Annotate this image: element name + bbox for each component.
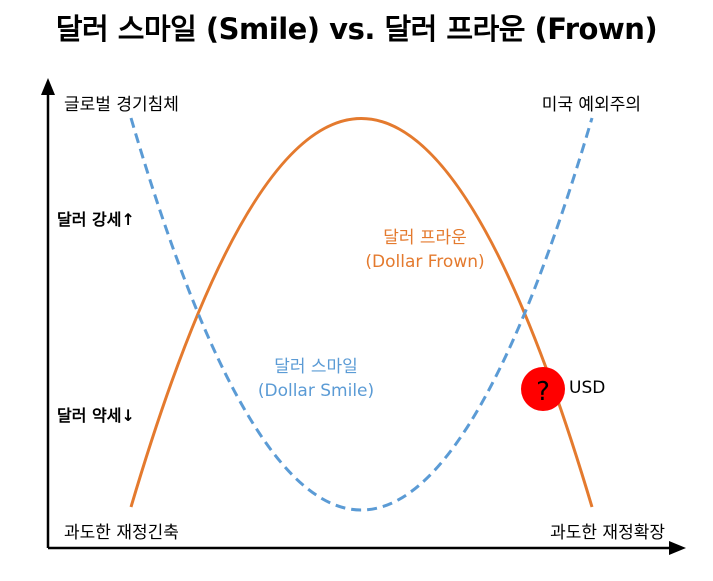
label-excessive-austerity: 과도한 재정긴축 [64, 523, 179, 543]
usd-marker [521, 367, 565, 411]
smile-label-name: 달러 스마일 [274, 357, 358, 377]
label-dollar-strong: 달러 강세↑ [57, 210, 135, 229]
dollar-smile-curve [129, 117, 594, 512]
usd-marker-symbol: ? [536, 377, 550, 407]
usd-label: USD [569, 378, 606, 398]
label-dollar-weak: 달러 약세↓ [57, 406, 135, 425]
x-axis-arrow [669, 541, 686, 555]
frown-label: 달러 프라운 (Dollar Frown) [335, 226, 515, 274]
label-global-recession: 글로벌 경기침체 [64, 95, 179, 115]
smile-label: 달러 스마일 (Dollar Smile) [226, 355, 406, 403]
label-excessive-expansion: 과도한 재정확장 [550, 523, 665, 543]
smile-label-english: (Dollar Smile) [257, 381, 375, 401]
diagram-title: 달러 스마일 (Smile) vs. 달러 프라운 (Frown) [55, 12, 658, 46]
frown-label-english: (Dollar Frown) [365, 252, 485, 272]
dollar-frown-curve [129, 117, 594, 508]
frown-label-name: 달러 프라운 [383, 228, 467, 248]
y-axis-arrow [41, 78, 55, 95]
label-us-exceptionalism: 미국 예외주의 [541, 95, 641, 115]
